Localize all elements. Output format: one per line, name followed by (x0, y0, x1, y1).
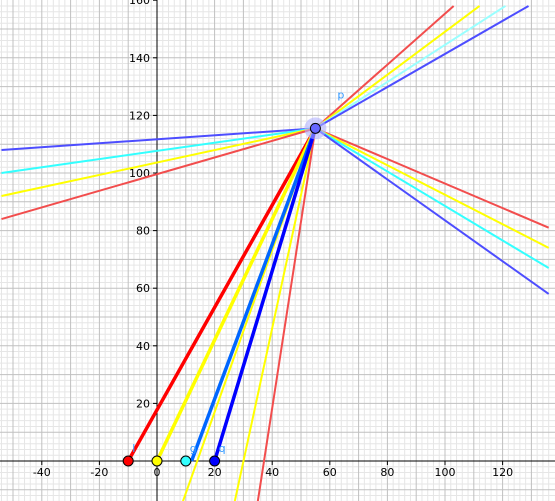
x-tick-label: 80 (380, 466, 394, 479)
thick-segment[interactable] (189, 127, 318, 462)
x-tick-label: 40 (265, 466, 279, 479)
y-tick-label: 60 (136, 282, 150, 295)
focus-point-label: p (337, 88, 344, 101)
y-tick-label: 40 (136, 340, 150, 353)
ray-line[interactable] (314, 5, 530, 130)
x-tick-label: 100 (435, 466, 456, 479)
x-tick-label: 0 (154, 466, 161, 479)
ray-line[interactable] (1, 127, 316, 174)
base-point[interactable] (209, 455, 221, 467)
thick-segment[interactable] (212, 127, 318, 462)
thick-segments[interactable] (126, 127, 318, 462)
x-tick-label: -40 (33, 466, 51, 479)
ray-line[interactable] (314, 5, 507, 130)
x-axis-ticks: -40 -20 0 20 40 60 80 100 120 (33, 461, 513, 479)
base-point[interactable] (122, 455, 134, 467)
x-tick-label: 60 (323, 466, 337, 479)
thick-segment[interactable] (126, 127, 317, 462)
base-point-label: q (219, 442, 226, 455)
y-tick-label: 80 (136, 225, 150, 238)
ray-line[interactable] (314, 127, 550, 249)
ray-line[interactable] (233, 128, 317, 501)
base-point-label: l (132, 442, 135, 455)
ray-lines[interactable] (1, 5, 550, 501)
ray-line[interactable] (1, 127, 316, 221)
x-tick-label: 120 (492, 466, 513, 479)
ray-line[interactable] (256, 128, 317, 501)
y-tick-label: 120 (129, 109, 150, 122)
ray-line[interactable] (1, 127, 316, 198)
x-tick-label: 20 (208, 466, 222, 479)
points[interactable]: l g q p (122, 88, 344, 467)
thick-segment[interactable] (155, 127, 317, 462)
ray-line[interactable] (314, 5, 481, 130)
x-tick-label: -20 (90, 466, 108, 479)
y-tick-label: 140 (129, 52, 150, 65)
ray-line[interactable] (314, 127, 550, 295)
ray-line[interactable] (314, 127, 550, 269)
ray-line[interactable] (314, 5, 455, 130)
base-point[interactable] (151, 455, 163, 467)
base-point[interactable] (180, 455, 192, 467)
focus-point[interactable] (309, 122, 321, 134)
y-tick-label: 160 (129, 0, 150, 7)
base-point-label: g (190, 442, 197, 455)
ray-line[interactable] (315, 127, 550, 229)
ray-line[interactable] (1, 127, 316, 151)
y-tick-label: 20 (136, 397, 150, 410)
